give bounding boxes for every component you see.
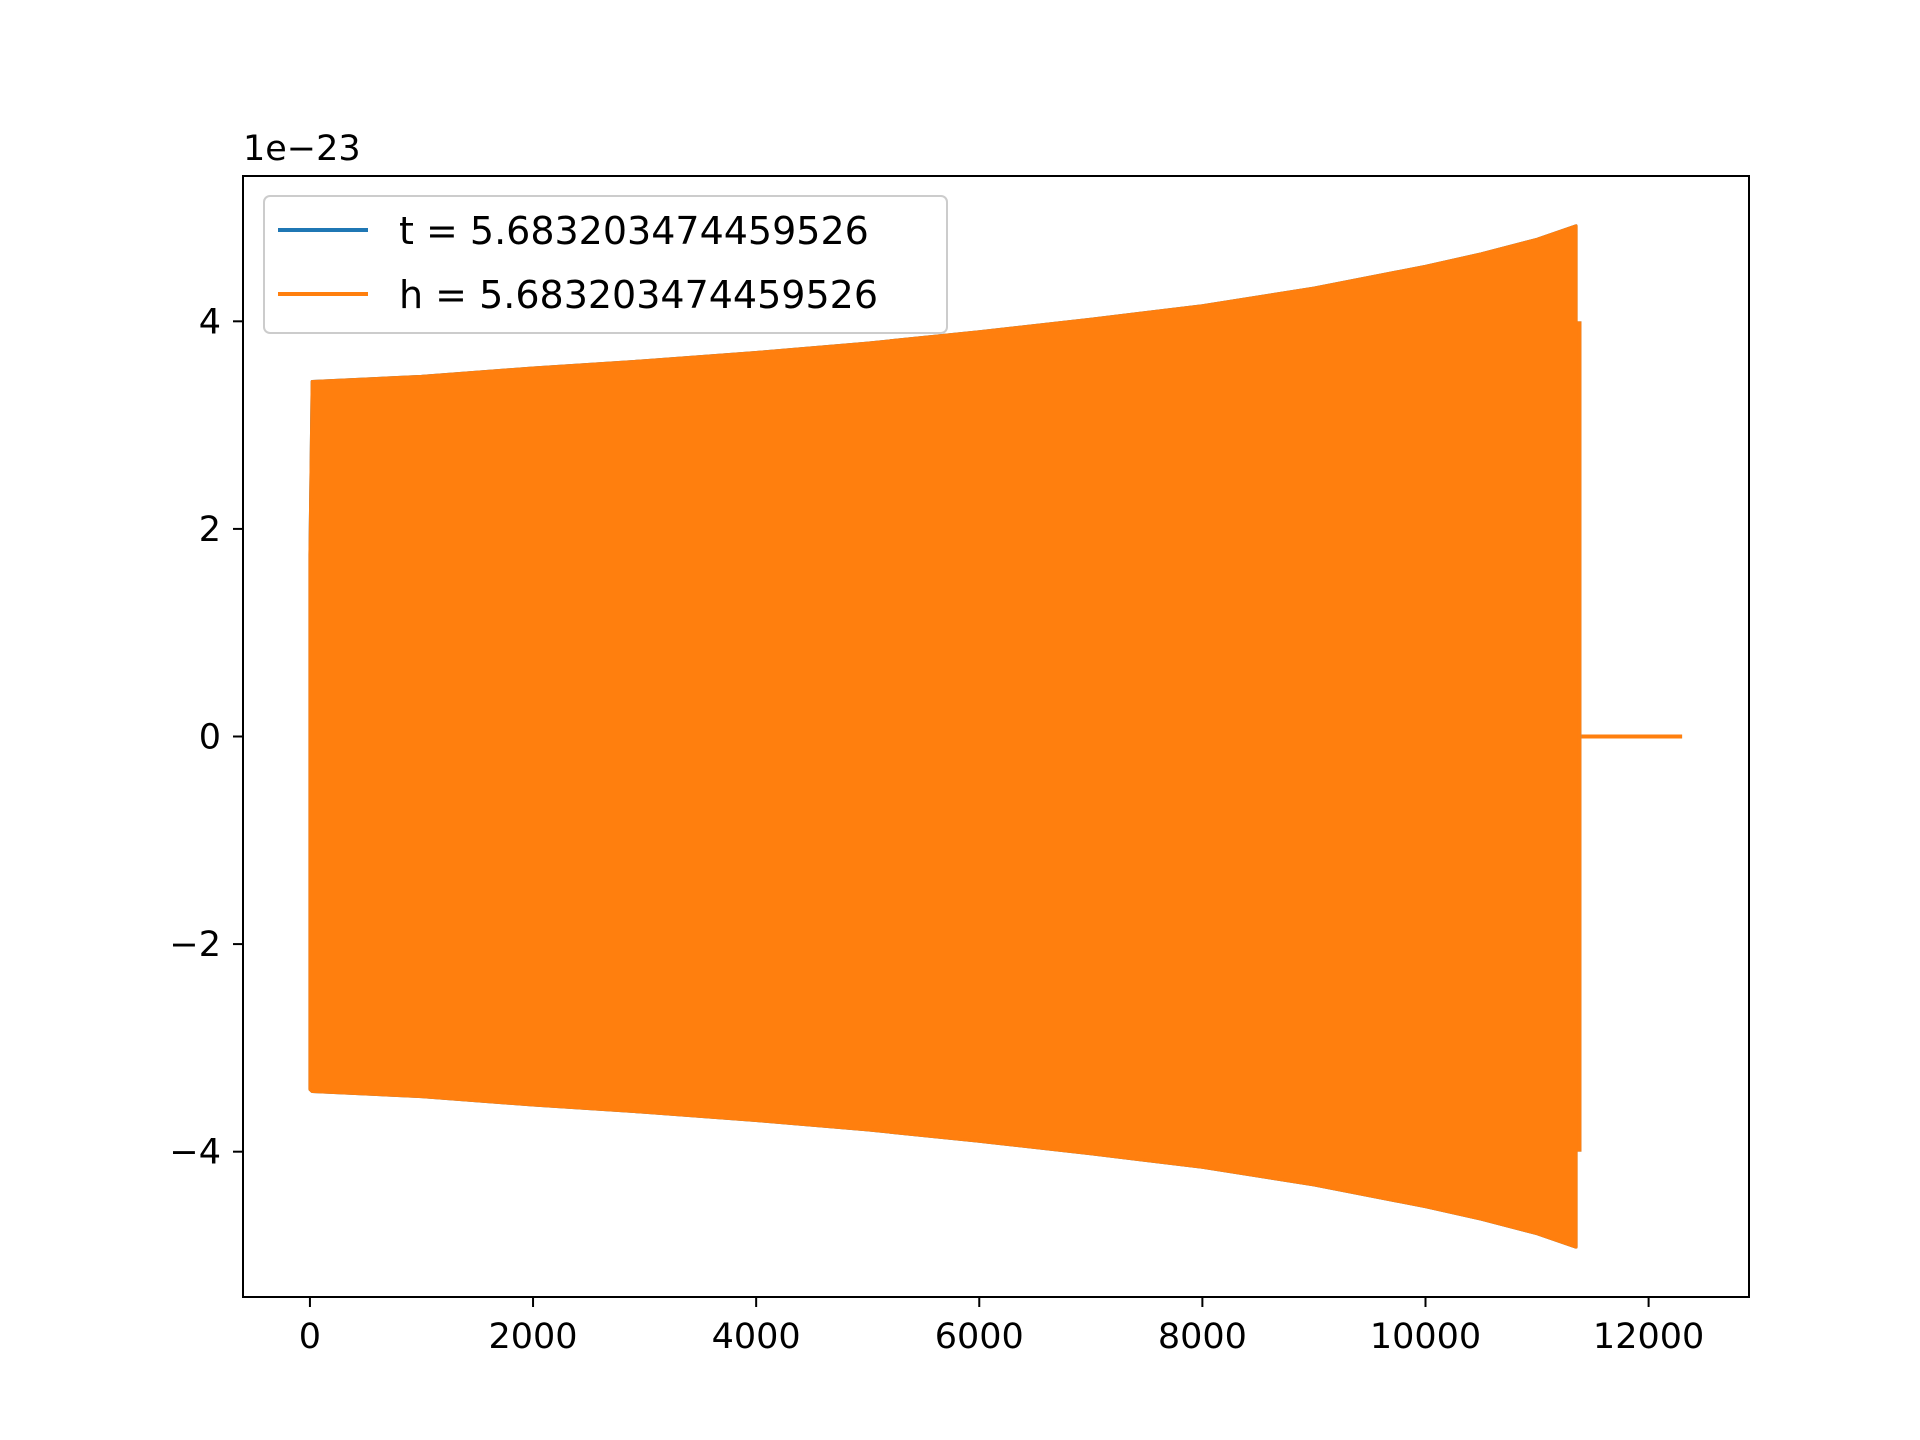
series-h — [308, 224, 1683, 1249]
series-envelope-h — [308, 224, 1578, 1249]
legend-frame — [263, 195, 948, 334]
legend-label-h: h = 5.683203474459526 — [399, 273, 878, 317]
x-tick-label: 2000 — [489, 1317, 578, 1357]
legend-label-t: t = 5.683203474459526 — [399, 209, 869, 253]
y-tick-label: 0 — [199, 718, 221, 758]
y-axis: −4 −2 0 2 4 — [169, 302, 243, 1173]
x-tick-label: 12000 — [1593, 1317, 1704, 1357]
x-tick-label: 0 — [299, 1317, 321, 1357]
x-axis: 0 2000 4000 6000 8000 10000 12000 — [299, 1297, 1704, 1357]
y-tick-label: 4 — [199, 302, 221, 342]
legend: t = 5.683203474459526 h = 5.683203474459… — [263, 195, 948, 334]
x-tick-label: 4000 — [712, 1317, 801, 1357]
x-tick-label: 6000 — [935, 1317, 1024, 1357]
series-layer — [308, 224, 1683, 1249]
x-tick-label: 10000 — [1370, 1317, 1481, 1357]
x-tick-label: 8000 — [1158, 1317, 1247, 1357]
y-tick-label: −2 — [169, 925, 221, 965]
y-offset-label: 1e−23 — [243, 129, 361, 169]
y-tick-label: 2 — [199, 510, 221, 550]
y-tick-label: −4 — [169, 1133, 221, 1173]
